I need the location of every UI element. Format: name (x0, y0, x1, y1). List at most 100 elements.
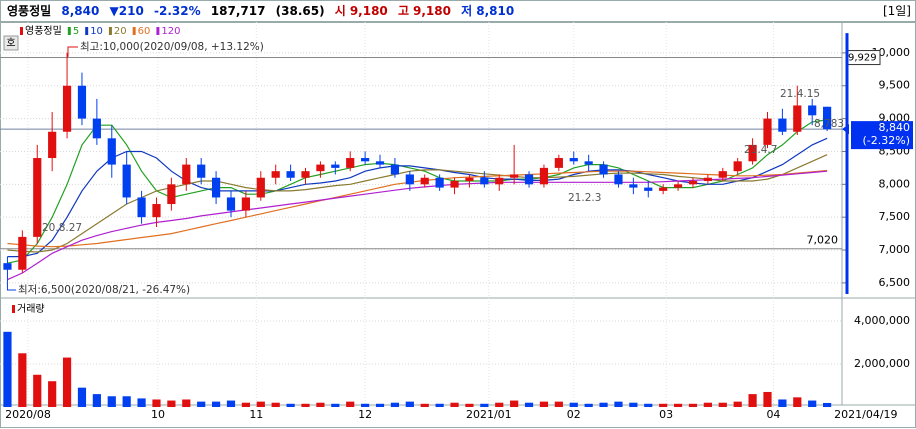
candle-body (450, 181, 459, 188)
y-tick-label: 6,500 (879, 276, 911, 289)
candle-body (346, 158, 355, 168)
volume-bar (346, 401, 355, 407)
price: 8,840 (61, 4, 100, 18)
candle-body (822, 106, 832, 130)
annotation: 최저:6,500(2020/08/21, -26.47%) (18, 284, 190, 296)
volume-bar (361, 403, 370, 407)
legend-swatch (12, 305, 15, 313)
candle-body (793, 105, 802, 132)
legend-label: 10 (90, 26, 103, 37)
volume-bar (420, 403, 429, 407)
volume-ratio: (38.65) (275, 4, 325, 18)
volume-bar (450, 402, 459, 407)
volume-bar (614, 401, 623, 407)
moving-average (7, 170, 828, 281)
candle-body (659, 187, 668, 191)
volume-bar (703, 402, 712, 407)
candle-body (122, 164, 131, 198)
annotation: 8,783 (814, 118, 844, 130)
annotation-arrow (6, 282, 16, 291)
legend-swatch (67, 27, 71, 35)
legend-label: 20 (114, 26, 127, 37)
y-tick-label: 8,000 (879, 177, 911, 190)
annotation: 21.2.3 (568, 192, 601, 204)
period-button[interactable]: [1일] (882, 4, 911, 18)
candle-body (197, 164, 206, 178)
volume-bar (375, 403, 385, 407)
volume-bar (644, 403, 653, 407)
x-tick-label: 02 (567, 408, 581, 421)
current-change: (-2.32%) (863, 134, 911, 147)
side-button[interactable] (3, 35, 19, 51)
side-button-label[interactable]: 호 (6, 37, 15, 49)
candle-body (361, 158, 370, 162)
candle-body (286, 171, 295, 178)
x-tick-label: 2020/08 (5, 408, 51, 421)
y-tick-label: 4,000,000 (854, 314, 910, 327)
x-tick-label: 2021/01 (466, 408, 512, 421)
volume-bar (256, 401, 265, 407)
candle-body (390, 164, 400, 175)
moving-average (7, 154, 828, 253)
x-tick-label: 2021/04/19 (834, 408, 897, 421)
candle-body (271, 171, 280, 178)
volume-bar (465, 403, 474, 407)
candle-body (375, 161, 385, 165)
low-label: 저 (461, 4, 473, 18)
volume-bar (286, 403, 295, 407)
candle-body (778, 118, 787, 132)
candle-body (241, 197, 250, 211)
candle-body (435, 177, 444, 188)
candle-body (3, 263, 12, 270)
candle-body (137, 197, 146, 218)
volume-bar (122, 396, 131, 407)
volume-bar (688, 403, 698, 407)
volume-bar (62, 357, 72, 407)
volume-bar (211, 401, 221, 407)
volume-bar (197, 401, 206, 407)
volume-bar (748, 394, 757, 407)
y-tick-label: 9,500 (879, 79, 911, 92)
volume-bar (793, 397, 802, 407)
candle-body (733, 161, 742, 172)
volume-bar (182, 399, 191, 407)
volume-bar (524, 402, 534, 407)
volume-bar (92, 394, 101, 407)
volume-bar (77, 387, 87, 407)
volume-bar (480, 403, 489, 407)
y-tick-label: 2,000,000 (854, 357, 910, 370)
candle-body (703, 177, 712, 182)
candle-body (211, 177, 221, 198)
x-tick-label: 04 (766, 408, 780, 421)
volume-bar (18, 353, 27, 407)
volume-bar (167, 400, 176, 407)
change-pct: -2.32% (153, 4, 201, 18)
y-tick-label: 7,000 (879, 243, 911, 256)
candle-body (539, 167, 549, 185)
high: 9,180 (413, 4, 451, 18)
header-bar: 영풍정밀 8,840 ▼210 -2.32% 187,717 (38.65) 시… (0, 0, 916, 22)
candle-body (256, 177, 265, 198)
current-price: 8,840 (879, 121, 911, 134)
candle-body (688, 181, 698, 185)
candle-body (62, 85, 72, 132)
volume-bar (3, 331, 12, 407)
candle-body (152, 204, 161, 218)
volume-bar (629, 402, 638, 407)
volume-bar (763, 391, 772, 407)
x-tick-label: 12 (358, 408, 372, 421)
candle-body (167, 184, 176, 205)
volume-bar (554, 401, 563, 407)
annotation: 최고:10,000(2020/09/08, +13.12%) (80, 41, 264, 53)
legend-swatch (156, 27, 160, 35)
legend-label: 60 (138, 26, 151, 37)
candle-body (33, 158, 42, 237)
open: 9,180 (349, 4, 388, 18)
annotation: 21.4.15 (780, 88, 820, 100)
candle-body (673, 184, 683, 188)
candle-body (718, 171, 727, 178)
legend-swatch (132, 27, 136, 35)
volume-bar (718, 402, 727, 407)
volume-bar (584, 403, 593, 407)
